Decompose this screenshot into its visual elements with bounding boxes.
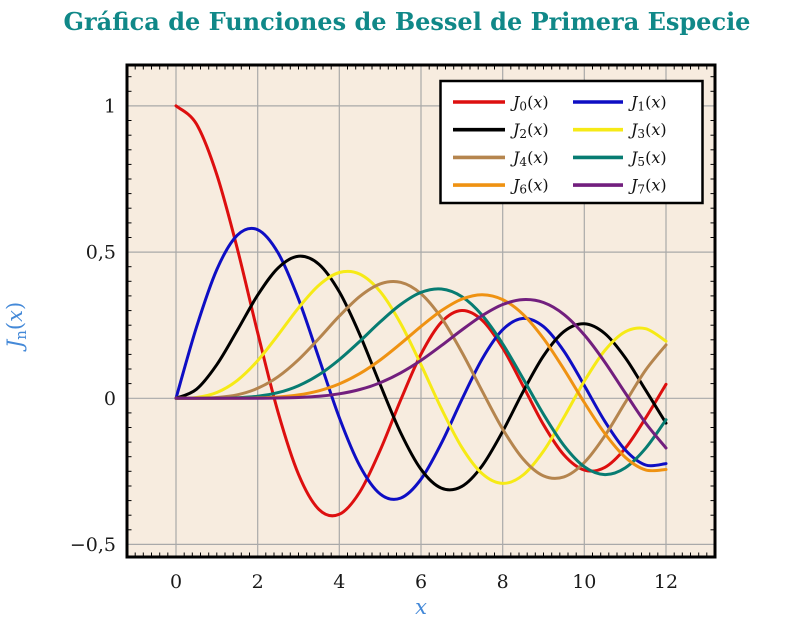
legend-item-J5: J5(x) bbox=[573, 148, 667, 169]
curve-J3 bbox=[174, 269, 668, 485]
legend-label: J3(x) bbox=[628, 120, 667, 141]
legend-item-J2: J2(x) bbox=[453, 120, 549, 141]
legend-label: J7(x) bbox=[628, 176, 667, 197]
x-tick-label: 2 bbox=[252, 571, 264, 593]
curve-J5 bbox=[174, 287, 668, 477]
legend-label: J4(x) bbox=[510, 148, 549, 169]
y-axis-label: Jn(x) bbox=[3, 302, 30, 352]
chart-title: Gráfica de Funciones de Bessel de Primer… bbox=[64, 7, 751, 36]
tick-labels: 0 2 4 6 8 10 12 1 0,5 0 −0,5 bbox=[70, 95, 678, 593]
y-tick-label: 0,5 bbox=[86, 242, 116, 264]
legend-label: J6(x) bbox=[510, 176, 549, 197]
curves bbox=[174, 104, 668, 518]
legend-label: J1(x) bbox=[628, 93, 667, 114]
legend-label: J2(x) bbox=[510, 120, 549, 141]
y-tick-label: 1 bbox=[104, 95, 116, 117]
y-tick-label: 0 bbox=[104, 388, 116, 410]
legend-label: J0(x) bbox=[510, 93, 549, 114]
x-tick-label: 12 bbox=[654, 571, 678, 593]
curve-J1 bbox=[174, 226, 668, 501]
x-tick-label: 0 bbox=[170, 571, 182, 593]
x-tick-label: 6 bbox=[415, 571, 427, 593]
y-tick-label: −0,5 bbox=[70, 534, 116, 556]
x-axis-label: x bbox=[415, 595, 427, 619]
x-tick-label: 4 bbox=[333, 571, 345, 593]
legend-item-J0: J0(x) bbox=[453, 93, 549, 114]
curve-J7 bbox=[174, 298, 668, 450]
legend-item-J3: J3(x) bbox=[573, 120, 667, 141]
x-tick-label: 8 bbox=[497, 571, 509, 593]
legend-item-J1: J1(x) bbox=[573, 93, 667, 114]
legend-item-J7: J7(x) bbox=[573, 176, 667, 197]
legend-item-J4: J4(x) bbox=[453, 148, 549, 169]
curve-J2 bbox=[174, 254, 668, 492]
x-tick-label: 10 bbox=[572, 571, 596, 593]
legend-item-J6: J6(x) bbox=[453, 176, 549, 197]
plot-border bbox=[125, 63, 717, 559]
legend: J0(x) J1(x) J2(x) J3(x) J4(x) J5(x) J6(x) J7(x) bbox=[439, 79, 704, 205]
legend-label: J5(x) bbox=[628, 148, 667, 169]
